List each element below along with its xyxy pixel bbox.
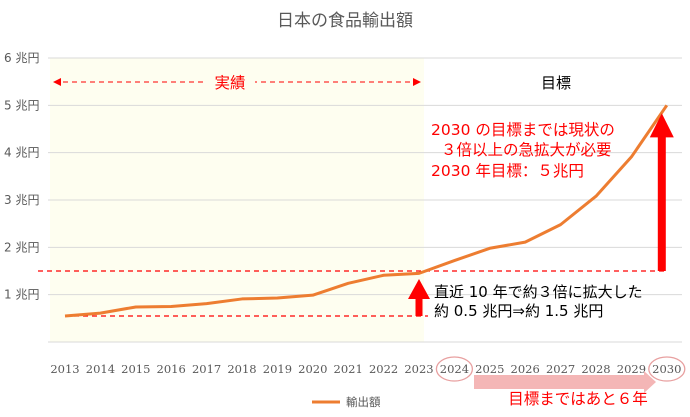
x-tick-label: 2017: [192, 362, 221, 376]
x-tick-label: 2025: [475, 362, 504, 376]
chart-title: 日本の食品輸出額: [277, 11, 413, 31]
y-tick-label: 1 兆円: [4, 288, 39, 302]
x-tick-label: 2018: [227, 362, 256, 376]
legend-label: 輸出額: [346, 395, 381, 409]
target-label: 目標: [541, 74, 571, 92]
x-tick-label: 2023: [404, 362, 433, 376]
goal-note-line1: 2030 の目標までは現状の: [431, 121, 615, 139]
x-tick-labels: 2013 2014 2015 2016 2017 2018 2019 2020 2021 2022…: [50, 362, 681, 376]
x-tick-label: 2030: [652, 362, 681, 376]
x-tick-label: 2019: [263, 362, 292, 376]
y-tick-label: 5 兆円: [4, 98, 39, 112]
actual-label: 実績: [214, 74, 245, 92]
x-tick-label: 2026: [511, 362, 540, 376]
x-tick-label: 2014: [86, 362, 115, 376]
y-tick-label: 6 兆円: [4, 51, 39, 65]
actual-label-bg: [205, 70, 255, 94]
goal-note-line3: 2030 年目標：５兆円: [431, 162, 584, 180]
recent-note-line1: 直近 10 年で約３倍に拡大した: [434, 283, 643, 301]
highlight-circle-2030: [648, 356, 686, 382]
x-tick-label: 2016: [157, 362, 186, 376]
series-line-export: [64, 104, 669, 318]
recent-up-arrow: [408, 279, 430, 316]
year-highlight-circles: [435, 356, 686, 382]
highlight-circle-2024: [435, 356, 474, 382]
y-tick-labels: 6 兆円 5 兆円 4 兆円 3 兆円 2 兆円 1 兆円: [4, 51, 39, 302]
years-remaining-arrow: [474, 371, 656, 393]
x-tick-label: 2022: [369, 362, 398, 376]
y-tick-label: 3 兆円: [4, 193, 39, 207]
goal-note-line2: ３倍以上の急拡大が必要: [441, 141, 612, 159]
x-tick-label: 2029: [617, 362, 646, 376]
goal-up-arrow: [649, 113, 674, 271]
x-tick-label: 2024: [440, 362, 469, 376]
x-tick-label: 2027: [546, 362, 575, 376]
grid-lines: [48, 57, 682, 343]
y-tick-label: 2 兆円: [4, 240, 39, 254]
years-remaining-label: 目標まではあと６年: [508, 390, 648, 408]
x-tick-label: 2028: [581, 362, 610, 376]
x-tick-label: 2015: [121, 362, 150, 376]
x-tick-label: 2020: [298, 362, 327, 376]
recent-note-line2: 約 0.5 兆円⇒約 1.5 兆円: [434, 302, 603, 320]
x-tick-label: 2021: [334, 362, 363, 376]
x-tick-label: 2013: [50, 362, 79, 376]
y-tick-label: 4 兆円: [4, 146, 39, 160]
